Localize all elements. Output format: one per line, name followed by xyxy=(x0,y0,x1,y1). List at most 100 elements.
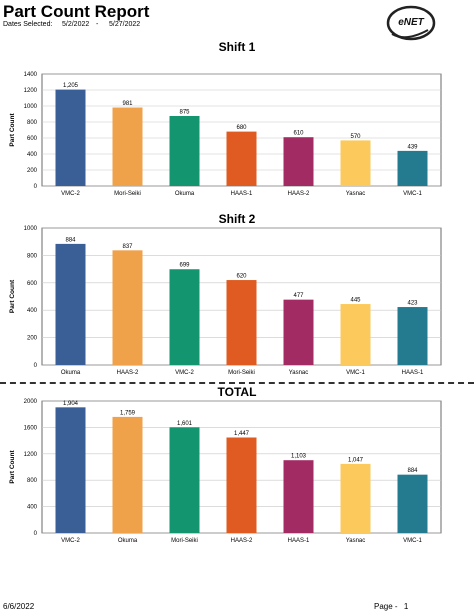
bar-vmc-1 xyxy=(340,304,371,365)
bar-mori-seiki xyxy=(226,280,257,365)
bar-value-label: 884 xyxy=(407,468,418,474)
y-tick-label: 1000 xyxy=(24,226,38,232)
bar-haas-2 xyxy=(283,137,314,186)
x-tick-label: Mori-Seiki xyxy=(114,191,141,197)
bar-mori-seiki xyxy=(169,427,200,533)
bar-value-label: 699 xyxy=(179,263,190,269)
y-tick-label: 2000 xyxy=(24,399,38,405)
enet-logo: eNET xyxy=(386,5,436,41)
x-tick-label: VMC-1 xyxy=(403,538,422,544)
y-tick-label: 600 xyxy=(27,281,38,287)
y-tick-label: 600 xyxy=(27,136,38,142)
report-title: Part Count Report xyxy=(3,2,150,21)
bar-vmc-2 xyxy=(169,269,200,365)
bar-vmc-2 xyxy=(55,407,86,533)
page-label: Page - xyxy=(374,602,398,611)
y-tick-label: 0 xyxy=(34,531,38,537)
date-separator: - xyxy=(96,21,99,28)
x-tick-label: Mori-Seiki xyxy=(228,370,255,376)
date-from: 5/2/2022 xyxy=(62,21,90,28)
x-tick-label: Mori-Seiki xyxy=(171,538,198,544)
bar-value-label: 570 xyxy=(350,134,361,140)
y-tick-label: 800 xyxy=(27,253,38,259)
bar-haas-2 xyxy=(112,250,143,365)
bar-value-label: 423 xyxy=(407,301,418,307)
chart-shift-1: 0 200 400 600 800 1000 1200 1400 Part Count 1,205… xyxy=(9,72,442,197)
footer-date: 6/6/2022 xyxy=(3,602,35,611)
bar-value-label: 477 xyxy=(293,293,304,299)
y-tick-label: 400 xyxy=(27,308,38,314)
x-tick-label: HAAS-1 xyxy=(231,191,253,197)
x-tick-label: HAAS-1 xyxy=(402,370,424,376)
x-tick-label: VMC-2 xyxy=(61,538,80,544)
bar-vmc-2 xyxy=(55,89,86,186)
y-axis-label: Part Count xyxy=(9,450,16,484)
y-axis-label: Part Count xyxy=(9,113,16,147)
bar-okuma xyxy=(55,243,86,365)
x-tick-label: HAAS-2 xyxy=(117,370,139,376)
bar-value-label: 610 xyxy=(293,131,304,137)
bar-value-label: 680 xyxy=(236,125,247,131)
bar-value-label: 620 xyxy=(236,274,247,280)
y-axis-label: Part Count xyxy=(9,279,16,313)
chart-title-shift-2: Shift 2 xyxy=(218,212,256,226)
bar-value-label: 1,601 xyxy=(177,421,193,427)
bar-value-label: 875 xyxy=(179,110,190,116)
y-tick-label: 200 xyxy=(27,168,38,174)
y-tick-label: 800 xyxy=(27,478,38,484)
x-tick-label: Okuma xyxy=(118,538,138,544)
bar-value-label: 1,205 xyxy=(63,83,79,89)
bar-yasnac xyxy=(340,140,371,186)
section-divider xyxy=(0,382,474,384)
bar-haas-1 xyxy=(397,307,428,365)
y-tick-label: 0 xyxy=(34,184,38,190)
x-tick-label: Okuma xyxy=(175,191,195,197)
logo-text: eNET xyxy=(398,17,424,28)
bar-mori-seiki xyxy=(112,107,143,186)
bar-value-label: 884 xyxy=(65,237,76,243)
bar-haas-1 xyxy=(226,131,257,186)
x-tick-label: VMC-2 xyxy=(175,370,194,376)
y-tick-label: 400 xyxy=(27,152,38,158)
bar-value-label: 445 xyxy=(350,298,361,304)
chart-shift-2: 0 200 400 600 800 1000 Part Count 884 Okuma 837 HA… xyxy=(9,226,442,376)
y-tick-label: 400 xyxy=(27,505,38,511)
bar-haas-2 xyxy=(226,437,257,533)
x-tick-label: VMC-1 xyxy=(403,191,422,197)
x-tick-label: HAAS-2 xyxy=(288,191,310,197)
x-tick-label: Yasnac xyxy=(346,191,366,197)
dates-label: Dates Selected: xyxy=(3,21,53,28)
bar-okuma xyxy=(169,116,200,186)
bar-value-label: 439 xyxy=(407,144,418,150)
y-tick-label: 0 xyxy=(34,363,38,369)
page-number: 1 xyxy=(403,602,409,611)
x-tick-label: HAAS-1 xyxy=(288,538,310,544)
chart-title-total: TOTAL xyxy=(217,385,257,399)
y-tick-label: 1400 xyxy=(24,72,38,78)
bar-yasnac xyxy=(340,463,371,533)
y-tick-label: 800 xyxy=(27,120,38,126)
x-tick-label: Yasnac xyxy=(346,538,366,544)
x-tick-label: Okuma xyxy=(61,370,81,376)
bar-value-label: 981 xyxy=(122,101,133,107)
y-tick-label: 1000 xyxy=(24,104,38,110)
y-tick-label: 1200 xyxy=(24,452,38,458)
footer-page: Page - 1 xyxy=(374,602,412,611)
bar-value-label: 837 xyxy=(122,244,133,250)
bar-value-label: 1,047 xyxy=(348,457,364,463)
bar-haas-1 xyxy=(283,460,314,533)
chart-title-shift-1: Shift 1 xyxy=(218,40,256,54)
bar-yasnac xyxy=(283,299,314,365)
bar-value-label: 1,904 xyxy=(63,401,79,407)
x-tick-label: Yasnac xyxy=(289,370,309,376)
y-tick-label: 1600 xyxy=(24,425,38,431)
bar-vmc-1 xyxy=(397,474,428,533)
bar-value-label: 1,759 xyxy=(120,410,136,416)
bar-value-label: 1,103 xyxy=(291,454,307,460)
date-to: 5/27/2022 xyxy=(109,21,141,28)
x-tick-label: VMC-1 xyxy=(346,370,365,376)
bar-vmc-1 xyxy=(397,150,428,186)
x-tick-label: VMC-2 xyxy=(61,191,80,197)
bar-value-label: 1,447 xyxy=(234,431,250,437)
x-tick-label: HAAS-2 xyxy=(231,538,253,544)
